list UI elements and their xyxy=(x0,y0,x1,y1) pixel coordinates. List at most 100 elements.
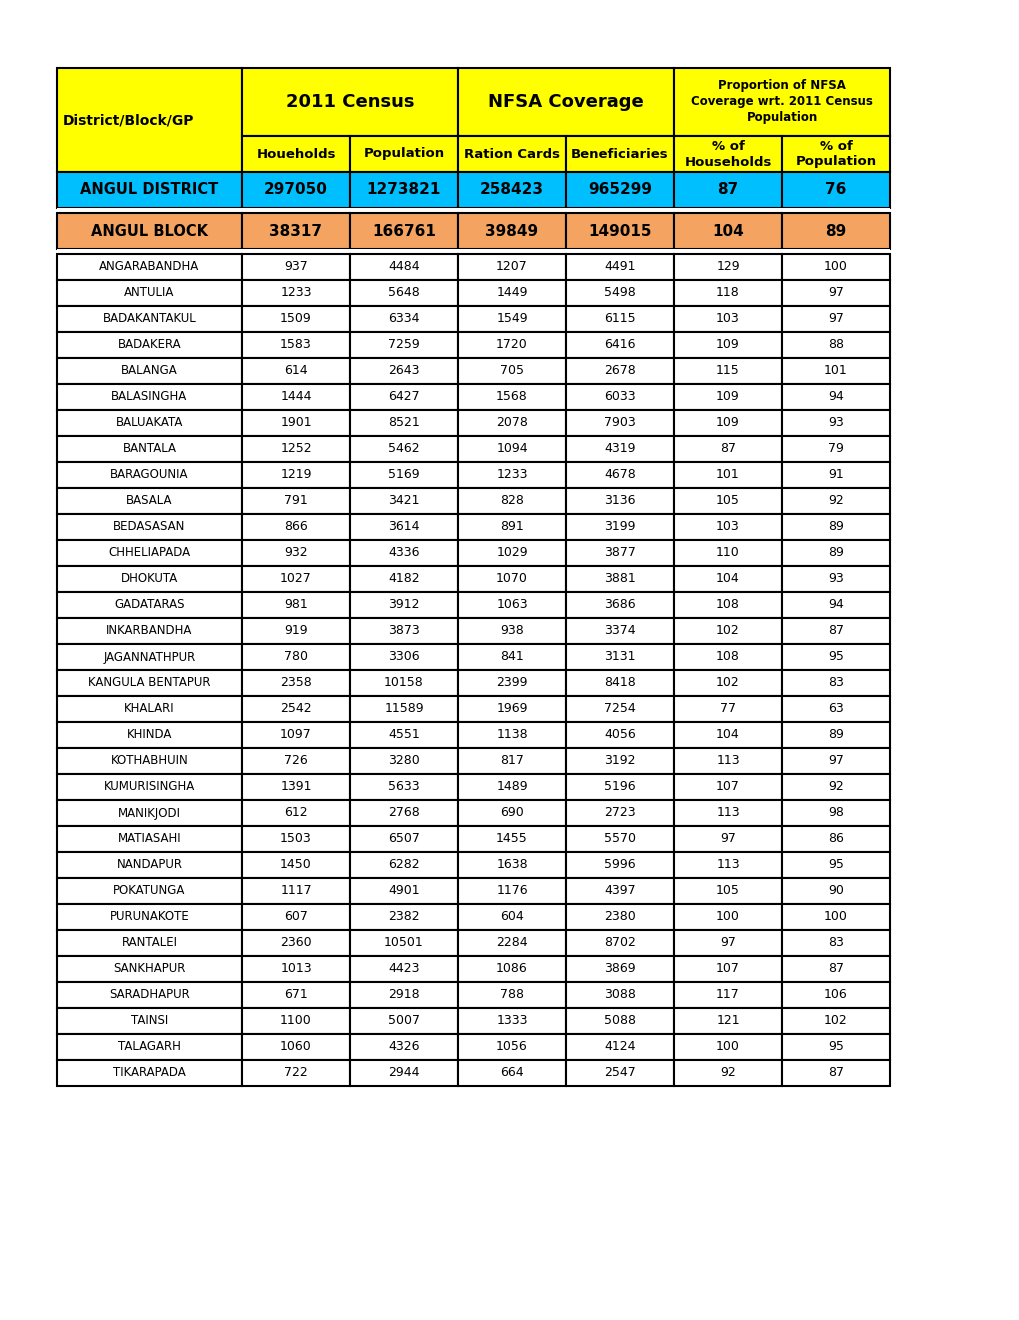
Bar xyxy=(782,774,890,800)
Bar xyxy=(57,462,242,488)
Bar xyxy=(350,851,458,878)
Bar xyxy=(350,488,458,513)
Text: 93: 93 xyxy=(827,573,843,586)
Bar xyxy=(674,358,782,384)
Text: 104: 104 xyxy=(711,223,743,239)
Bar xyxy=(350,333,458,358)
Text: 2542: 2542 xyxy=(280,702,312,715)
Bar xyxy=(458,644,566,671)
Bar xyxy=(782,722,890,748)
Text: BARAGOUNIA: BARAGOUNIA xyxy=(110,469,189,482)
Text: 1455: 1455 xyxy=(495,833,528,846)
Text: 4484: 4484 xyxy=(388,260,420,273)
Text: 6507: 6507 xyxy=(387,833,420,846)
Bar xyxy=(350,1060,458,1086)
Bar xyxy=(782,618,890,644)
Bar xyxy=(782,540,890,566)
Bar xyxy=(566,436,674,462)
Bar xyxy=(242,591,350,618)
Text: 5462: 5462 xyxy=(388,442,420,455)
Text: 5996: 5996 xyxy=(603,858,635,871)
Text: 5196: 5196 xyxy=(603,780,635,793)
Bar xyxy=(57,436,242,462)
Bar xyxy=(674,851,782,878)
Text: 1901: 1901 xyxy=(280,417,312,429)
Bar xyxy=(242,566,350,591)
Bar xyxy=(350,956,458,982)
Text: BALANGA: BALANGA xyxy=(121,364,177,378)
Text: 95: 95 xyxy=(827,858,843,871)
Bar xyxy=(674,540,782,566)
Text: 919: 919 xyxy=(284,624,308,638)
Text: RANTALEI: RANTALEI xyxy=(121,936,177,949)
Bar xyxy=(458,591,566,618)
Bar xyxy=(57,696,242,722)
Bar xyxy=(566,618,674,644)
Text: 10158: 10158 xyxy=(384,676,424,689)
Bar xyxy=(242,931,350,956)
Bar xyxy=(242,513,350,540)
Bar xyxy=(566,722,674,748)
Bar xyxy=(566,774,674,800)
Text: BEDASASAN: BEDASASAN xyxy=(113,520,185,533)
Text: 1583: 1583 xyxy=(280,338,312,351)
Text: 8702: 8702 xyxy=(603,936,635,949)
Text: 4551: 4551 xyxy=(388,729,420,742)
Text: 11589: 11589 xyxy=(384,702,424,715)
Text: 166761: 166761 xyxy=(372,223,435,239)
Text: 1029: 1029 xyxy=(495,546,527,560)
Text: 6033: 6033 xyxy=(603,391,635,404)
Text: 97: 97 xyxy=(827,755,843,767)
Text: DHOKUTA: DHOKUTA xyxy=(121,573,178,586)
Bar xyxy=(350,931,458,956)
Text: 3131: 3131 xyxy=(603,651,635,664)
Text: 7254: 7254 xyxy=(603,702,635,715)
Text: 841: 841 xyxy=(499,651,524,664)
Text: 4491: 4491 xyxy=(603,260,635,273)
Text: 705: 705 xyxy=(499,364,524,378)
Text: 1117: 1117 xyxy=(280,884,312,898)
Text: 91: 91 xyxy=(827,469,843,482)
Bar xyxy=(57,540,242,566)
Text: 965299: 965299 xyxy=(587,182,651,198)
Bar xyxy=(458,722,566,748)
Text: % of
Households: % of Households xyxy=(684,140,771,169)
Text: 92: 92 xyxy=(827,780,843,793)
Bar xyxy=(57,280,242,306)
Bar xyxy=(350,566,458,591)
Text: 93: 93 xyxy=(827,417,843,429)
Text: TIKARAPADA: TIKARAPADA xyxy=(113,1067,185,1080)
Text: BADAKANTAKUL: BADAKANTAKUL xyxy=(103,313,197,326)
Text: 4056: 4056 xyxy=(603,729,635,742)
Bar xyxy=(458,566,566,591)
Text: BALUAKATA: BALUAKATA xyxy=(116,417,183,429)
Bar xyxy=(57,878,242,904)
Text: 1027: 1027 xyxy=(280,573,312,586)
Text: 87: 87 xyxy=(827,1067,843,1080)
Text: ANGARABANDHA: ANGARABANDHA xyxy=(99,260,200,273)
Text: 297050: 297050 xyxy=(264,182,328,198)
Text: 97: 97 xyxy=(719,833,736,846)
Text: 4326: 4326 xyxy=(388,1040,420,1053)
Bar xyxy=(674,722,782,748)
Bar xyxy=(57,748,242,774)
Text: 7259: 7259 xyxy=(388,338,420,351)
Text: 3306: 3306 xyxy=(388,651,420,664)
Text: 7903: 7903 xyxy=(603,417,635,429)
Text: 100: 100 xyxy=(715,1040,739,1053)
Text: BADAKERA: BADAKERA xyxy=(117,338,181,351)
Bar xyxy=(566,982,674,1008)
Bar xyxy=(242,851,350,878)
Text: 129: 129 xyxy=(715,260,739,273)
Bar xyxy=(458,800,566,826)
Bar xyxy=(458,253,566,280)
Bar xyxy=(458,878,566,904)
Text: 102: 102 xyxy=(715,624,739,638)
Text: 106: 106 xyxy=(823,989,847,1002)
Bar xyxy=(566,644,674,671)
Text: POKATUNGA: POKATUNGA xyxy=(113,884,185,898)
Bar xyxy=(782,213,890,249)
Text: TALAGARH: TALAGARH xyxy=(118,1040,180,1053)
Bar xyxy=(242,306,350,333)
Text: BASALA: BASALA xyxy=(126,495,172,507)
